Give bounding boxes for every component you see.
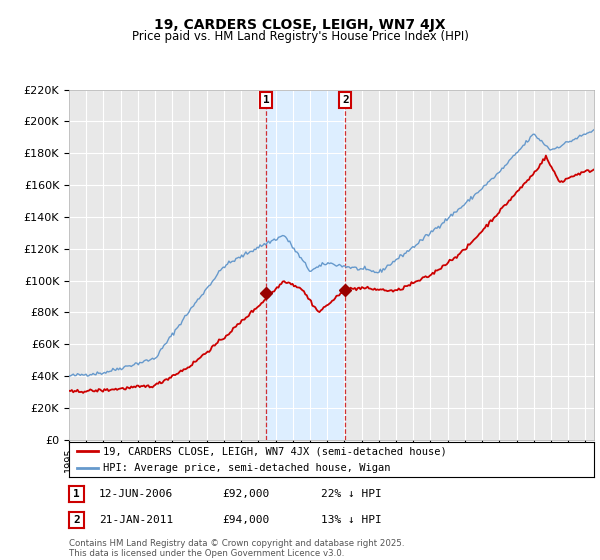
Text: HPI: Average price, semi-detached house, Wigan: HPI: Average price, semi-detached house,… <box>103 464 391 473</box>
Text: 12-JUN-2006: 12-JUN-2006 <box>99 489 173 499</box>
Text: 19, CARDERS CLOSE, LEIGH, WN7 4JX: 19, CARDERS CLOSE, LEIGH, WN7 4JX <box>154 18 446 32</box>
Text: 1: 1 <box>73 489 80 499</box>
Text: Contains HM Land Registry data © Crown copyright and database right 2025.
This d: Contains HM Land Registry data © Crown c… <box>69 539 404 558</box>
Text: 22% ↓ HPI: 22% ↓ HPI <box>321 489 382 499</box>
Text: £94,000: £94,000 <box>222 515 269 525</box>
Text: Price paid vs. HM Land Registry's House Price Index (HPI): Price paid vs. HM Land Registry's House … <box>131 30 469 43</box>
Text: 2: 2 <box>342 95 349 105</box>
Text: 19, CARDERS CLOSE, LEIGH, WN7 4JX (semi-detached house): 19, CARDERS CLOSE, LEIGH, WN7 4JX (semi-… <box>103 446 447 456</box>
Bar <box>266 90 345 440</box>
Text: 2: 2 <box>73 515 80 525</box>
Text: 13% ↓ HPI: 13% ↓ HPI <box>321 515 382 525</box>
Text: £92,000: £92,000 <box>222 489 269 499</box>
Text: 1: 1 <box>263 95 269 105</box>
Text: 21-JAN-2011: 21-JAN-2011 <box>99 515 173 525</box>
